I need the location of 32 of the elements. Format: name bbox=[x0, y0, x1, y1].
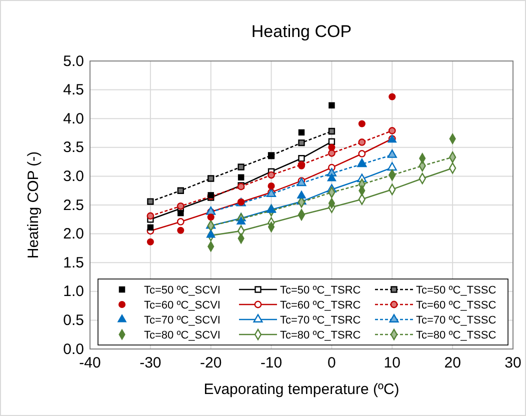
x-tick-label: -10 bbox=[260, 354, 282, 372]
x-tick-label: 10 bbox=[384, 354, 400, 372]
legend-label: Tc=50 ºC_TSRC bbox=[280, 284, 361, 296]
x-axis-title: Evaporating temperature (ºC) bbox=[204, 381, 400, 398]
x-tick-label: -20 bbox=[200, 354, 222, 372]
legend-label: Tc=60 ºC_TSSC bbox=[416, 300, 496, 312]
y-tick-label: 3.5 bbox=[63, 139, 84, 156]
y-tick-label: 2.0 bbox=[63, 226, 84, 243]
legend-label: Tc=60 ºC_SCVI bbox=[144, 300, 220, 312]
y-tick-label: 1.5 bbox=[63, 254, 84, 272]
chart-title: Heating COP bbox=[251, 22, 352, 41]
x-tick-label: 0 bbox=[328, 354, 336, 372]
legend-label: Tc=50 ºC_SCVI bbox=[144, 284, 220, 296]
y-tick-label: 3.0 bbox=[63, 168, 84, 185]
legend-label: Tc=80 ºC_SCVI bbox=[144, 330, 220, 342]
y-tick-label: 4.0 bbox=[63, 110, 84, 128]
legend-label: Tc=60 ºC_TSRC bbox=[280, 300, 361, 312]
legend-label: Tc=70 ºC_TSRC bbox=[280, 314, 361, 326]
x-tick-label: 30 bbox=[504, 354, 522, 372]
x-tick-label: -30 bbox=[140, 354, 162, 372]
y-tick-label: 4.5 bbox=[63, 82, 84, 99]
legend-label: Tc=50 ºC_TSSC bbox=[416, 284, 496, 296]
y-tick-label: 0.5 bbox=[63, 312, 84, 329]
y-tick-label: 5.0 bbox=[63, 52, 84, 70]
y-tick-label: 1.0 bbox=[63, 283, 84, 300]
legend-label: Tc=80 ºC_TSSC bbox=[416, 330, 496, 342]
legend-label: Tc=70 ºC_TSSC bbox=[416, 314, 496, 326]
legend-label: Tc=70 ºC_SCVI bbox=[144, 314, 220, 326]
y-tick-label: 2.5 bbox=[63, 196, 84, 214]
legend-label: Tc=80 ºC_TSRC bbox=[280, 330, 361, 342]
x-tick-label: 20 bbox=[444, 354, 461, 372]
y-axis-title: Heating COP (-) bbox=[25, 151, 42, 259]
